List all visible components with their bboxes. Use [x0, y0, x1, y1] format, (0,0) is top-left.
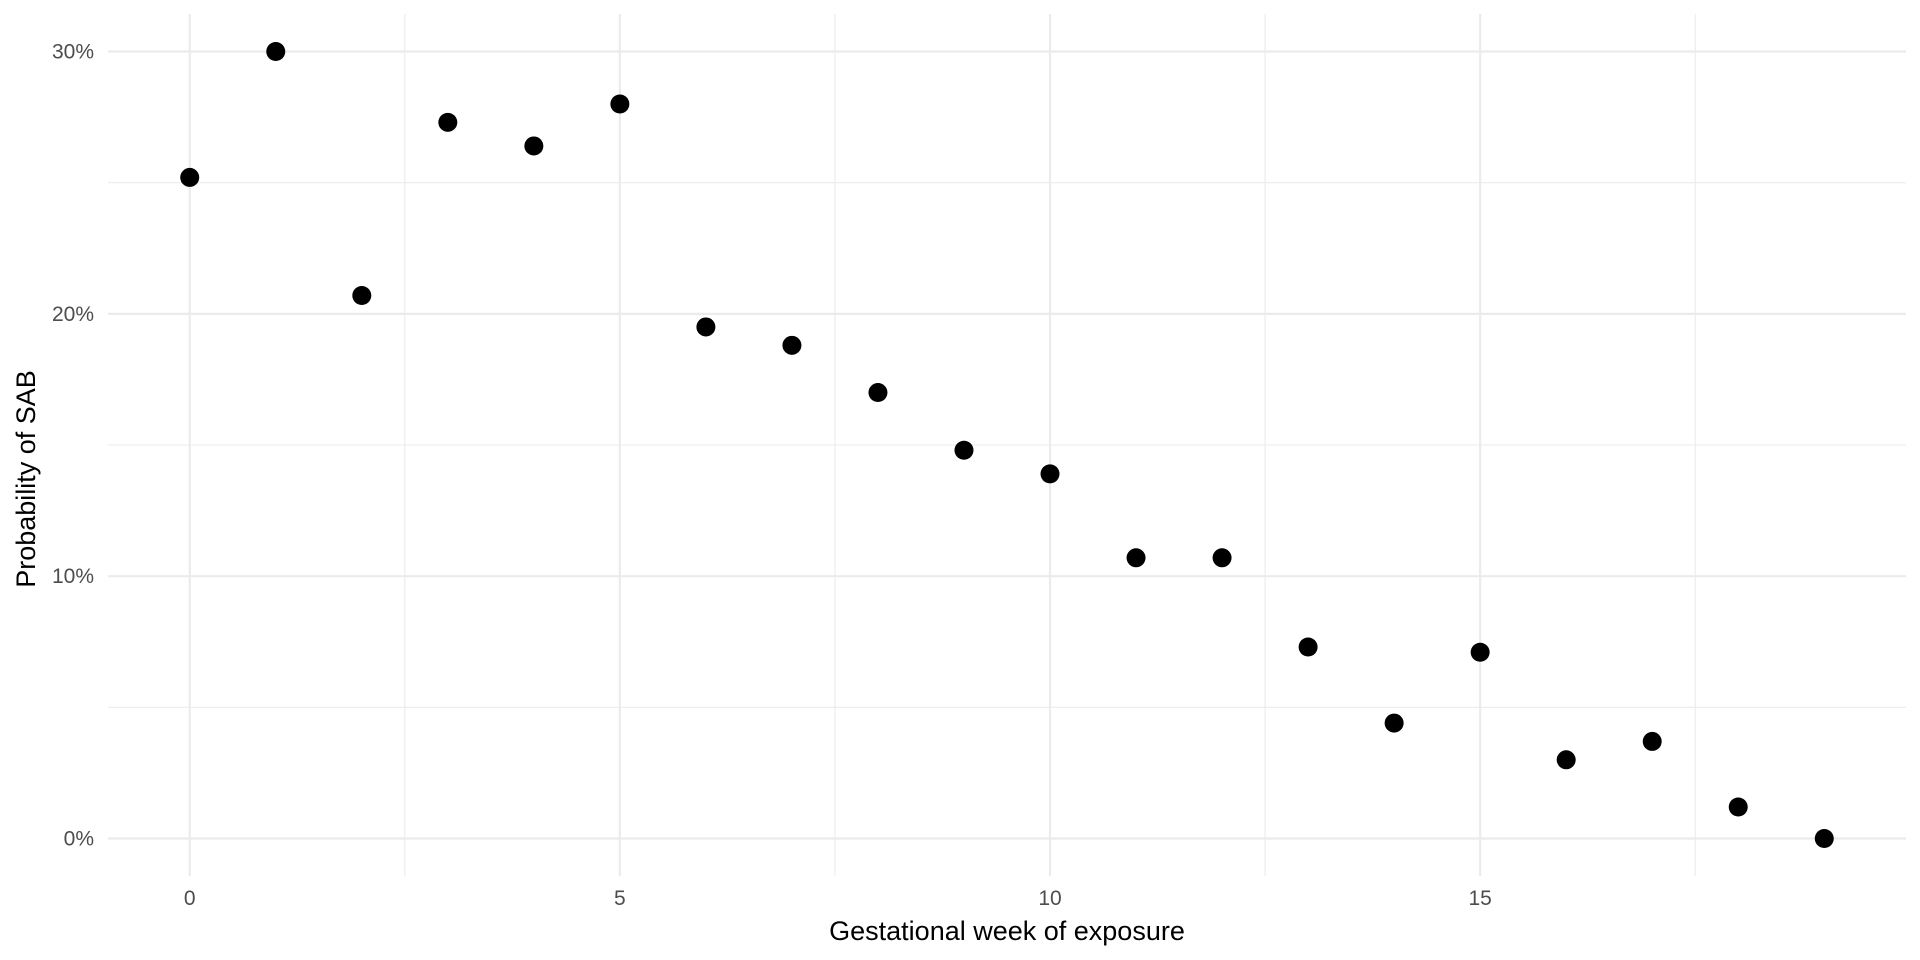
y-tick-label-2: 20%	[52, 303, 94, 326]
data-point-5	[610, 94, 630, 114]
data-point-10	[1040, 464, 1060, 484]
y-tick-label-3: 30%	[52, 41, 94, 64]
grid-lines	[108, 14, 1906, 876]
data-point-19	[1814, 828, 1834, 848]
data-point-4	[524, 136, 544, 156]
x-tick-label-3: 15	[1468, 887, 1491, 910]
data-point-11	[1126, 548, 1146, 568]
data-point-16	[1556, 750, 1576, 770]
x-tick-labels: 0 5 10 15	[184, 887, 1492, 910]
y-axis-title: Probability of SAB	[11, 370, 41, 588]
data-point-14	[1384, 713, 1404, 733]
x-tick-label-2: 10	[1038, 887, 1061, 910]
data-point-1	[266, 42, 286, 62]
x-tick-label-1: 5	[614, 887, 626, 910]
y-tick-labels: 0% 10% 20% 30%	[52, 41, 94, 851]
data-point-18	[1728, 797, 1748, 817]
x-axis-title: Gestational week of exposure	[829, 916, 1185, 946]
data-point-15	[1470, 642, 1490, 662]
data-point-3	[438, 112, 458, 132]
data-point-0	[180, 167, 200, 187]
y-tick-label-1: 10%	[52, 565, 94, 588]
data-point-8	[868, 383, 888, 403]
data-point-12	[1212, 548, 1232, 568]
data-point-9	[954, 440, 974, 460]
y-tick-label-0: 0%	[64, 827, 94, 850]
x-tick-label-0: 0	[184, 887, 196, 910]
data-point-7	[782, 335, 802, 355]
data-points	[180, 42, 1834, 848]
data-point-13	[1298, 637, 1318, 657]
data-point-17	[1642, 731, 1662, 751]
data-point-6	[696, 317, 716, 337]
data-point-2	[352, 285, 372, 305]
